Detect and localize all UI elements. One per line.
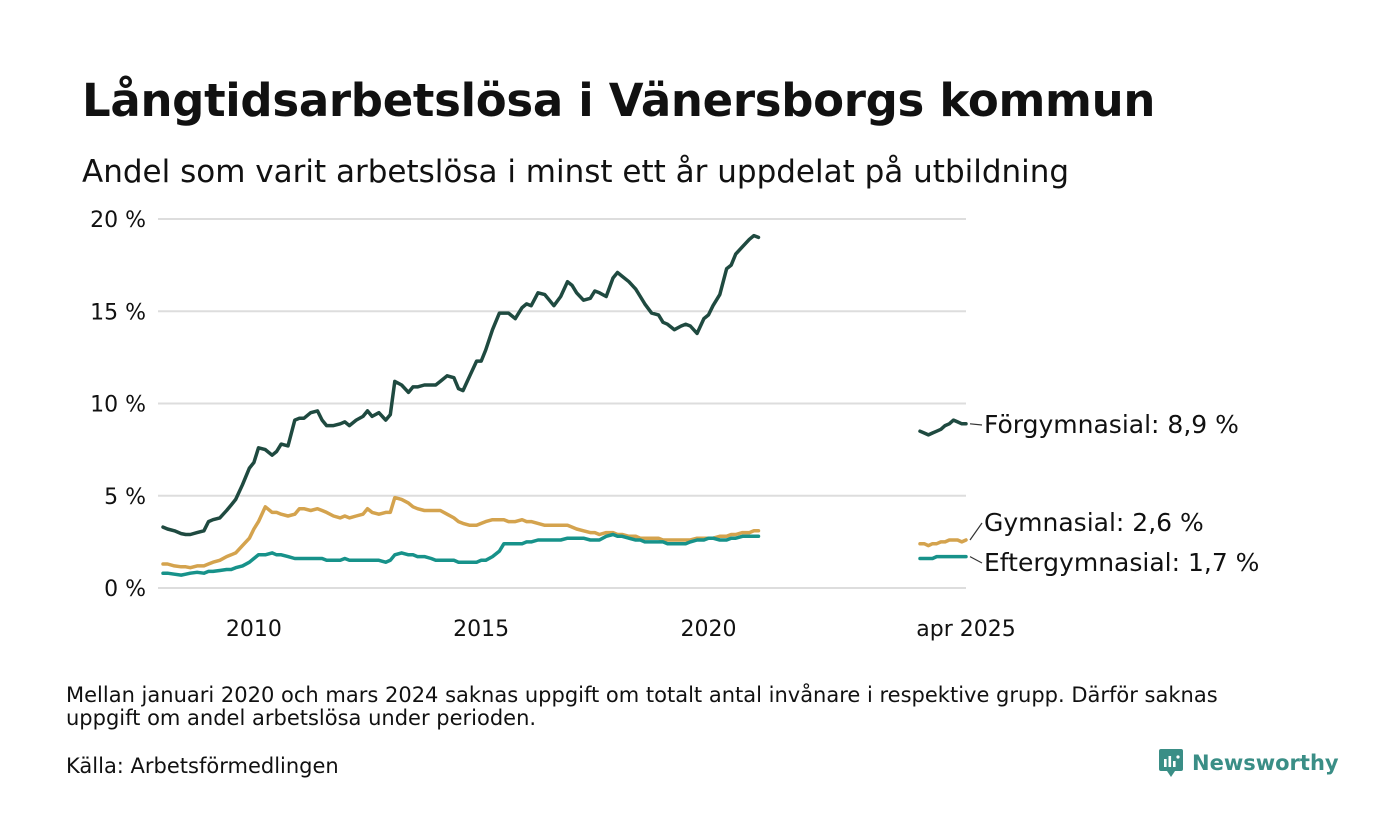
source-note: Källa: Arbetsförmedlingen xyxy=(66,754,339,778)
grid-lines xyxy=(158,218,966,589)
recent-line-eftergymnasial xyxy=(918,554,968,561)
label-connector xyxy=(969,522,983,541)
end-label-f-rgymnasial: Förgymnasial: 8,9 % xyxy=(984,410,1239,439)
label-connector xyxy=(969,556,983,564)
chart-subtitle: Andel som varit arbetslösa i minst ett å… xyxy=(82,154,1070,190)
y-tick-label: 20 % xyxy=(90,208,146,233)
recent-line-f-rgymnasial xyxy=(918,418,968,437)
series-lines xyxy=(161,233,968,577)
series-line-gymnasial xyxy=(161,495,761,570)
y-tick-label: 0 % xyxy=(104,577,146,602)
label-connector xyxy=(969,423,983,426)
end-label-gymnasial: Gymnasial: 2,6 % xyxy=(984,508,1204,537)
chart-title: Långtidsarbetslösa i Vänersborgs kommun xyxy=(82,74,1156,127)
series-line-f-rgymnasial xyxy=(161,233,761,537)
y-tick-labels: 0 % 5 % 10 % 15 % 20 % xyxy=(90,208,146,602)
footnote: Mellan januari 2020 och mars 2024 saknas… xyxy=(66,683,1218,730)
x-tick-label: 2015 xyxy=(453,617,509,642)
x-tick-label: 2010 xyxy=(226,617,282,642)
brand-logo: Newsworthy xyxy=(1158,748,1339,778)
end-label-eftergymnasial: Eftergymnasial: 1,7 % xyxy=(984,548,1259,577)
recent-line-gymnasial xyxy=(918,538,968,548)
brand-name: Newsworthy xyxy=(1192,751,1339,775)
x-tick-labels: 2010 2015 2020 apr 2025 xyxy=(226,617,1016,642)
line-chart: 0 %5 %10 %15 %20 % 2010 2015 2020 apr 2025 … xyxy=(90,208,1259,642)
y-tick-label: 5 % xyxy=(104,485,146,510)
y-tick-label: 15 % xyxy=(90,300,146,325)
series-line-eftergymnasial xyxy=(161,532,761,577)
x-tick-label: 2020 xyxy=(680,617,736,642)
series-end-labels: Förgymnasial: 8,9 % Gymnasial: 2,6 % Efter… xyxy=(969,410,1259,577)
newsworthy-logo-icon xyxy=(1159,749,1183,777)
x-tick-label-recent: apr 2025 xyxy=(916,617,1015,642)
y-tick-label: 10 % xyxy=(90,393,146,418)
